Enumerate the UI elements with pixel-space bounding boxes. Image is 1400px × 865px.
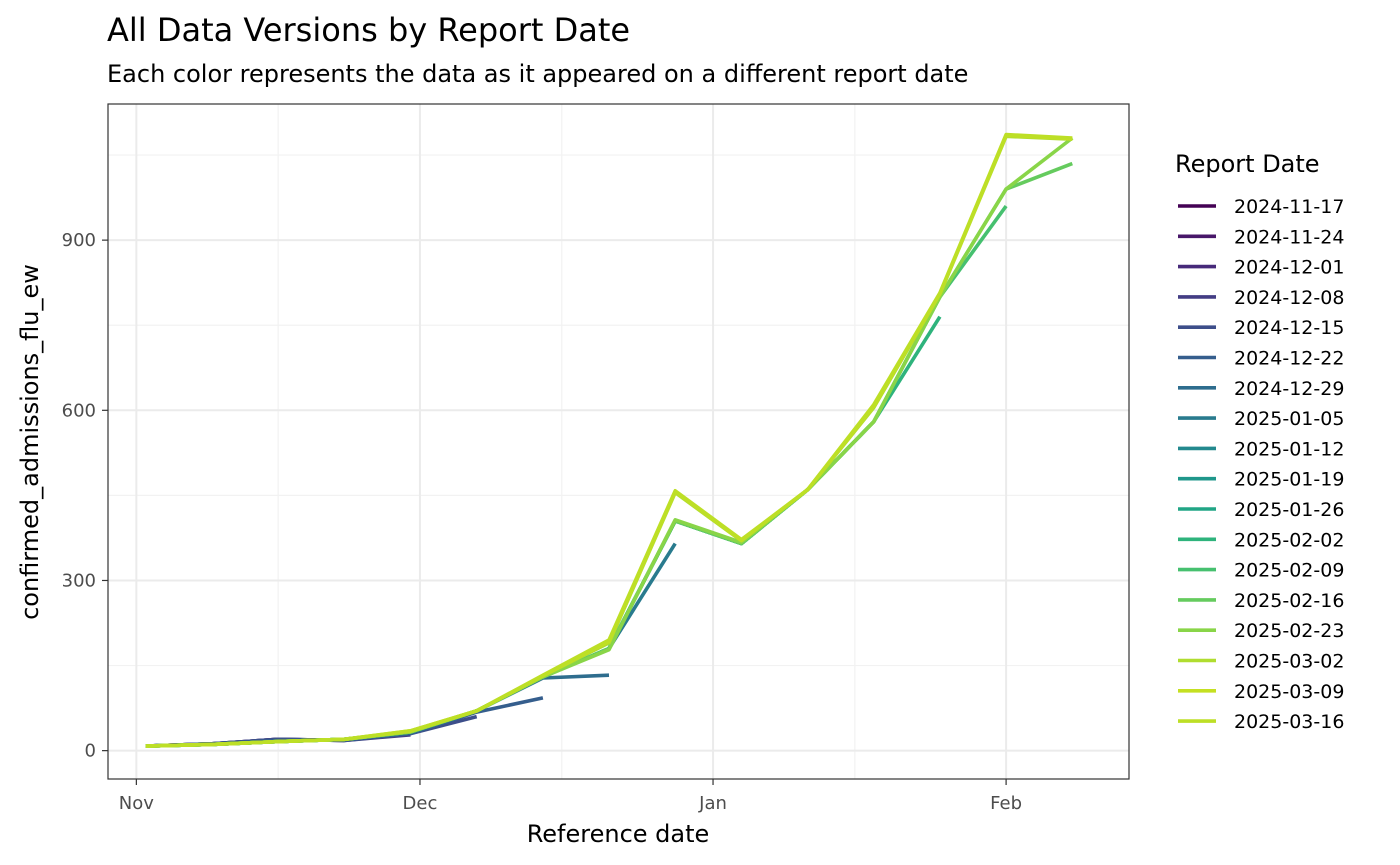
x-tick-label: Dec: [403, 793, 438, 814]
legend-label: 2025-03-09: [1234, 681, 1344, 703]
y-tick-label: 0: [85, 741, 96, 762]
legend-label: 2025-02-16: [1234, 590, 1344, 612]
legend-title: Report Date: [1175, 150, 1320, 178]
legend-item: 2025-01-19: [1178, 469, 1344, 491]
legend-item: 2024-12-15: [1178, 317, 1344, 339]
legend-item: 2025-03-16: [1178, 711, 1344, 733]
panel-border: [107, 103, 1130, 780]
legend-item: 2025-02-23: [1178, 620, 1344, 642]
legend-label: 2025-01-12: [1234, 438, 1344, 460]
legend-item: 2025-01-26: [1178, 499, 1344, 521]
legend-item: 2025-01-12: [1178, 438, 1344, 460]
legend-label: 2025-01-19: [1234, 469, 1344, 491]
x-tick-label: Nov: [119, 793, 154, 814]
legend-item: 2024-11-24: [1178, 226, 1344, 248]
legend-item: 2024-12-29: [1178, 378, 1344, 400]
legend-label: 2024-12-29: [1234, 378, 1344, 400]
legend-label: 2025-01-26: [1234, 499, 1344, 521]
chart-title: All Data Versions by Report Date: [107, 11, 630, 49]
legend: Report Date 2024-11-17 2024-11-24 2024-12-…: [1175, 150, 1344, 733]
legend-label: 2024-12-22: [1234, 348, 1344, 370]
legend-label: 2025-03-02: [1234, 651, 1344, 673]
legend-label: 2024-12-01: [1234, 257, 1344, 279]
legend-item: 2025-02-02: [1178, 529, 1344, 551]
legend-label: 2025-02-09: [1234, 560, 1344, 582]
legend-item: 2024-12-01: [1178, 257, 1344, 279]
legend-label: 2024-12-15: [1234, 317, 1344, 339]
plot-panel: [107, 103, 1130, 780]
y-tick-label: 900: [62, 230, 96, 251]
series-line-2025-03-16: [145, 132, 1073, 748]
series-lines: [145, 132, 1074, 748]
x-tick-label: Jan: [698, 793, 727, 814]
legend-item: 2024-12-08: [1178, 287, 1344, 309]
legend-label: 2024-11-24: [1234, 226, 1344, 248]
y-tick-label: 300: [62, 570, 96, 591]
legend-item: 2025-02-16: [1178, 590, 1344, 612]
legend-label: 2025-01-05: [1234, 408, 1344, 430]
x-axis: Nov Dec Jan Feb: [119, 779, 1022, 814]
x-axis-title: Reference date: [527, 820, 710, 848]
legend-item: 2025-03-09: [1178, 681, 1344, 703]
y-tick-label: 600: [62, 400, 96, 421]
legend-item: 2025-02-09: [1178, 560, 1344, 582]
x-tick-label: Feb: [990, 793, 1022, 814]
legend-label: 2025-02-23: [1234, 620, 1344, 642]
legend-label: 2024-12-08: [1234, 287, 1344, 309]
legend-label: 2025-02-02: [1234, 529, 1344, 551]
legend-item: 2024-11-17: [1178, 196, 1344, 218]
legend-item: 2025-01-05: [1178, 408, 1344, 430]
grid-major: [108, 104, 1129, 779]
legend-label: 2024-11-17: [1234, 196, 1344, 218]
y-axis: 0 300 600 900: [62, 230, 108, 762]
y-axis-title: confirmed_admissions_flu_ew: [16, 264, 44, 620]
legend-item: 2024-12-22: [1178, 348, 1344, 370]
legend-label: 2025-03-16: [1234, 711, 1344, 733]
legend-item: 2025-03-02: [1178, 651, 1344, 673]
chart-subtitle: Each color represents the data as it app…: [107, 60, 968, 88]
